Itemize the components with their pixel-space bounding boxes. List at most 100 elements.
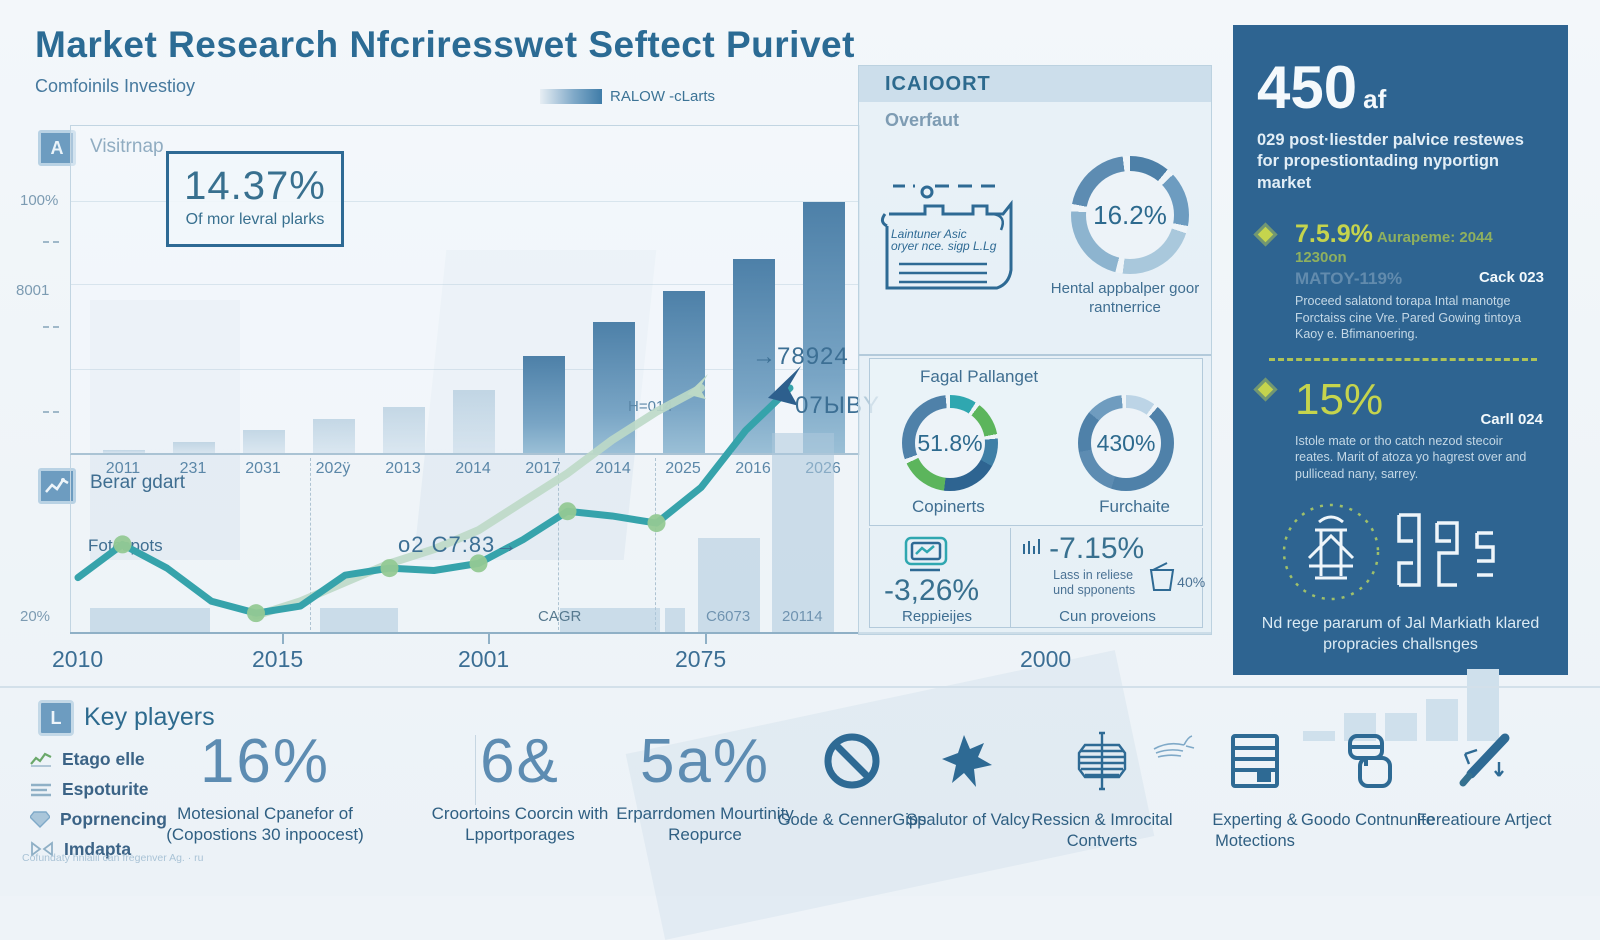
item2-value: 15% [1295,375,1384,425]
bar-x-label: 2011 [105,460,141,477]
glyph-marks-icon [1397,513,1495,587]
kpi-section: -3,26% Reppieijes -7.15% Lass in reliese… [869,528,1205,628]
sidebar-headline: 450 af [1257,53,1544,122]
bar-x-label: 2013 [385,460,421,477]
data-point-dot [469,554,488,573]
item1-body: Proceed salatond torapa Intal manotge Fo… [1295,294,1522,341]
svg-text:oryer nce. sigp L.Lg: oryer nce. sigp L.Lg [891,239,997,253]
bar-chart-icon: A [38,130,76,166]
emblem-tree-icon [1282,503,1380,601]
doc-scribble-text: Laintuner Asic [891,227,967,241]
kpi-right-text: Lass in reliese und spponents [1053,568,1136,597]
bar-x-label: 2014 [595,460,631,477]
sidebar-item-2: 15% Carll 024 Istole mate or tho catch n… [1253,375,1544,482]
background-bar [698,538,760,632]
line-chart-panel [70,455,860,633]
bottom-stat-2-caption: Croortoins Coorcin with Lpportporages [431,804,609,845]
bar-2017 [523,356,565,453]
annotation-value: →78924 [752,343,849,370]
bar-2013 [383,407,425,453]
cards-icon [1293,728,1443,794]
star-icon [893,728,1043,794]
line-y-tick: 20% [20,608,51,625]
annotation-mid: o2 C7:83→ [398,532,519,557]
background-bar [772,433,834,632]
headline-number: 450 [1257,54,1358,121]
report-panel-header: ICAIOORT [859,66,1211,102]
key-players-heading: Key players [84,703,215,731]
donut-pair-section: Fagal Pallanget 51.8% 430% Copinerts Fur… [869,358,1203,526]
item1-tag: Cack 023 [1478,269,1544,287]
ornament-cross-icon [1027,728,1177,794]
bottom-stat-2-value: 6& [480,727,560,796]
feature-item-1: Gode & CennerGips [777,728,927,831]
kpi-left-value: -3,26% [884,574,980,607]
bottom-stat-1-value: 16% [199,727,331,796]
divider [475,735,476,805]
bar-label-2: 20114 [782,608,823,625]
backdrop-shape [90,300,240,560]
mini-bar [1466,669,1499,742]
key-player-label: Imdapta [64,838,132,859]
bar-label-1: C6073 [706,608,751,625]
dashed-divider [1269,358,1537,362]
legend: RALOW -cLarts [540,88,715,105]
kpi-left-caption: Reppieijes [902,608,973,625]
feature-item-2: Spalutor of Valcy [893,728,1043,831]
donut-chart-main: 16.2% [1071,156,1189,274]
bar-chart-title: Visitrnap [90,136,164,157]
donut-main-caption: Hental appbalper goor rantnerrice [1050,280,1200,316]
data-point-dot [647,514,666,533]
basket-icon [1149,562,1175,591]
line-chart-title: Berar gdart [90,472,186,493]
feature-label: Fereatioure Artject [1416,811,1552,829]
highlight-stat-box: 14.37% Of mor levral plarks [166,151,344,247]
y-axis-tick: 100% [20,192,59,209]
legend-gradient-swatch [540,89,602,104]
overview-section: Laintuner Asic oryer nce. sigp L.Lg 16.2… [859,138,1211,356]
key-player-item-4: Imdapta [30,834,167,864]
donut-right-caption: Furchaite [1099,497,1170,516]
mini-bar [1302,731,1335,742]
feature-label: Goodo Contnunite [1301,811,1435,829]
x-tick-2010: 2010 [52,646,104,672]
bar-x-label: 2016 [735,460,771,477]
report-panel-subheader: Overfaut [885,110,960,130]
kpi-right-cell: -7.15% Lass in reliese und spponents 40%… [1011,528,1205,627]
bird-decorative-icon [1153,735,1195,758]
background-bar [665,608,685,632]
key-player-label: Espoturite [62,778,149,799]
key-player-item-3: Poprnencing [30,804,167,834]
gem-icon [30,810,50,828]
data-point-dot [113,535,132,554]
feature-item-3: Ressicn & Imrocital Contverts [1027,728,1177,853]
trend-lines [74,366,801,623]
sidebar-lead-text: 029 post·liestder palvice restewes for p… [1257,131,1524,192]
item1-value: 7.5.9% [1295,220,1373,249]
x-axis [70,632,1212,634]
bar-2011 [103,450,145,453]
no-sign-icon [777,728,927,794]
data-point-dot [380,559,399,578]
chart-squiggle-icon [30,750,52,768]
bottom-stat-1-caption: Motesional Cpanefor of (Copostions 30 in… [166,804,364,845]
lines-icon [30,781,52,797]
bar-x-label: 2014 [455,460,491,477]
data-point-dot [558,502,577,521]
feature-item-5: Goodo Contnunite [1293,728,1443,831]
legend-label: RALOW -cLarts [610,88,716,105]
feature-label: Spalutor of Valcy [906,811,1030,829]
data-point-dot [247,604,265,623]
key-player-item-2: Espoturite [30,774,167,804]
bar-2025 [663,291,705,453]
bar-x-label: 2031 [245,460,281,477]
bar-2014 [453,390,495,453]
line-chart-icon [38,468,76,504]
document-sketch-icon: Laintuner Asic oryer nce. sigp L.Lg [880,184,1013,290]
x-tick-2015: 2015 [252,646,304,672]
background-bar [560,608,660,632]
donut-chart-left: 51.8% [902,395,998,491]
section-divider [0,686,1600,688]
bottom-stat-3-caption: Erparrdomen Mourtinity Reopurce [616,804,794,845]
